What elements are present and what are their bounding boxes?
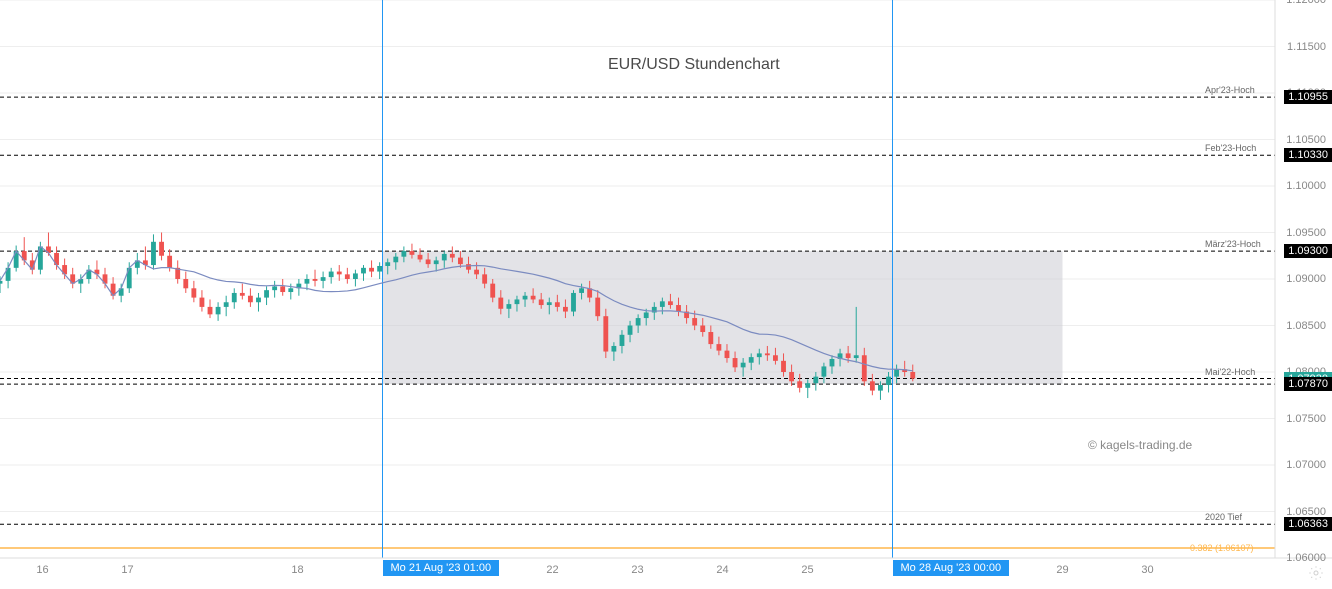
x-tick-label: 24 (716, 564, 728, 576)
line-label: 2020 Tief (1205, 512, 1242, 522)
y-tick-label: 1.09000 (1286, 273, 1326, 285)
line-label: Mai'22-Hoch (1205, 367, 1255, 377)
y-tick-label: 1.10000 (1286, 180, 1326, 192)
price-badge: 1.06363 (1284, 517, 1332, 531)
price-badge: 1.10955 (1284, 90, 1332, 104)
line-label: Feb'23-Hoch (1205, 143, 1256, 153)
x-tick-label: 29 (1056, 564, 1068, 576)
x-tick-label: 25 (801, 564, 813, 576)
y-tick-label: 1.11500 (1287, 41, 1326, 53)
y-tick-label: 1.08500 (1286, 320, 1326, 332)
date-badge: Mo 28 Aug '23 00:00 (893, 560, 1010, 576)
x-tick-label: 23 (631, 564, 643, 576)
line-label: Apr'23-Hoch (1205, 85, 1255, 95)
price-chart[interactable] (0, 0, 1332, 589)
price-badge: 1.10330 (1284, 148, 1332, 162)
price-badge: 1.09300 (1284, 244, 1332, 258)
y-tick-label: 1.07500 (1286, 413, 1326, 425)
x-tick-label: 16 (36, 564, 48, 576)
watermark-text: © kagels-trading.de (1088, 438, 1192, 452)
fib-label: 0.382 (1.06107) (1190, 543, 1254, 553)
y-tick-label: 1.09500 (1286, 227, 1326, 239)
chart-title: EUR/USD Stundenchart (608, 56, 780, 74)
settings-icon[interactable] (1308, 565, 1324, 581)
x-tick-label: 30 (1141, 564, 1153, 576)
y-tick-label: 1.06500 (1286, 506, 1326, 518)
x-tick-label: 18 (291, 564, 303, 576)
y-tick-label: 1.10500 (1286, 134, 1326, 146)
y-tick-label: 1.12000 (1286, 0, 1326, 6)
y-tick-label: 1.07000 (1286, 459, 1326, 471)
y-tick-label: 1.06000 (1286, 552, 1326, 564)
line-label: März'23-Hoch (1205, 239, 1261, 249)
price-badge: 1.07870 (1284, 377, 1332, 391)
x-tick-label: 22 (546, 564, 558, 576)
x-tick-label: 17 (121, 564, 133, 576)
date-badge: Mo 21 Aug '23 01:00 (383, 560, 500, 576)
